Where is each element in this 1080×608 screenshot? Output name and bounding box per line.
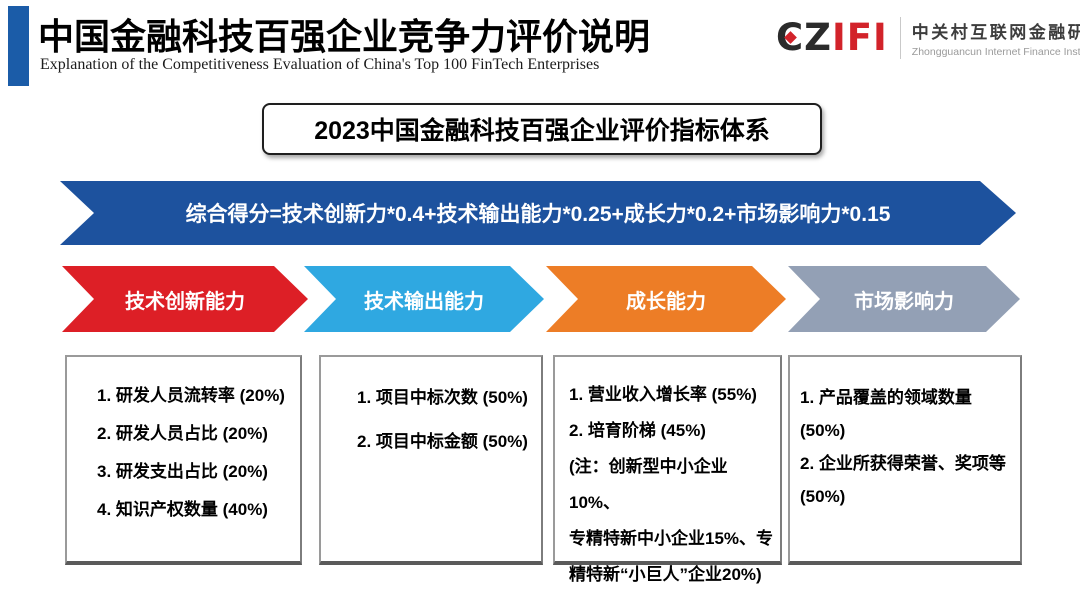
list-item: 4. 知识产权数量 (40%)	[97, 500, 268, 519]
list-item: 专精特新中小企业15%、专	[569, 529, 774, 548]
list-item: 2. 培育阶梯 (45%)	[569, 421, 706, 440]
index-system-title-box: 2023中国金融科技百强企业评价指标体系	[262, 103, 822, 155]
detail-box-market-influence: 1. 产品覆盖的领域数量 (50%) 2. 企业所获得荣誉、奖项等 (50%)	[788, 355, 1022, 565]
list-item: (50%)	[800, 487, 846, 506]
detail-box-tech-innovation: 1. 研发人员流转率 (20%) 2. 研发人员占比 (20%) 3. 研发支出…	[65, 355, 302, 565]
list-item: 3. 研发支出占比 (20%)	[97, 462, 268, 481]
list-item: 1. 产品覆盖的领域数量 (50%)	[800, 388, 972, 440]
category-arrow-tech-output: 技术输出能力	[304, 266, 544, 332]
list-item: 1. 营业收入增长率 (55%)	[569, 385, 757, 404]
category-arrow-growth: 成长能力	[546, 266, 786, 332]
logo-ifi-letters: IFI	[831, 16, 888, 59]
composite-score-formula-banner: 综合得分=技术创新力*0.4+技术输出能力*0.25+成长力*0.2+市场影响力…	[60, 181, 1016, 245]
list-item: 精特新“小巨人”企业20%)	[569, 565, 762, 584]
list-item: 1. 项目中标次数 (50%)	[357, 388, 528, 407]
category-arrow-market-influence: 市场影响力	[788, 266, 1020, 332]
org-logo: CZIFI 中关村互联网金融研究院 Zhongguancun Internet …	[776, 16, 1080, 60]
org-name-en: Zhongguancun Internet Finance Institute	[911, 46, 1080, 58]
org-name-block: 中关村互联网金融研究院 Zhongguancun Internet Financ…	[912, 18, 1080, 58]
czifi-logo-icon: CZIFI	[776, 16, 888, 60]
page-subtitle: Explanation of the Competitiveness Evalu…	[40, 56, 600, 73]
list-item: 1. 研发人员流转率 (20%)	[97, 386, 285, 405]
detail-box-growth: 1. 营业收入增长率 (55%) 2. 培育阶梯 (45%) (注：创新型中小企…	[553, 355, 782, 584]
detail-box-tech-output: 1. 项目中标次数 (50%) 2. 项目中标金额 (50%)	[319, 355, 543, 565]
org-name-cn: 中关村互联网金融研究院	[911, 23, 1080, 42]
list-item: 2. 项目中标金额 (50%)	[357, 432, 528, 451]
list-item: 2. 研发人员占比 (20%)	[97, 424, 268, 443]
category-arrow-tech-innovation: 技术创新能力	[62, 266, 308, 332]
page-title: 中国金融科技百强企业竞争力评价说明	[38, 16, 651, 57]
list-item: (注：创新型中小企业10%、	[569, 457, 728, 512]
title-accent-bar	[8, 6, 29, 86]
logo-divider	[899, 17, 901, 59]
list-item: 2. 企业所获得荣誉、奖项等	[800, 454, 1006, 473]
